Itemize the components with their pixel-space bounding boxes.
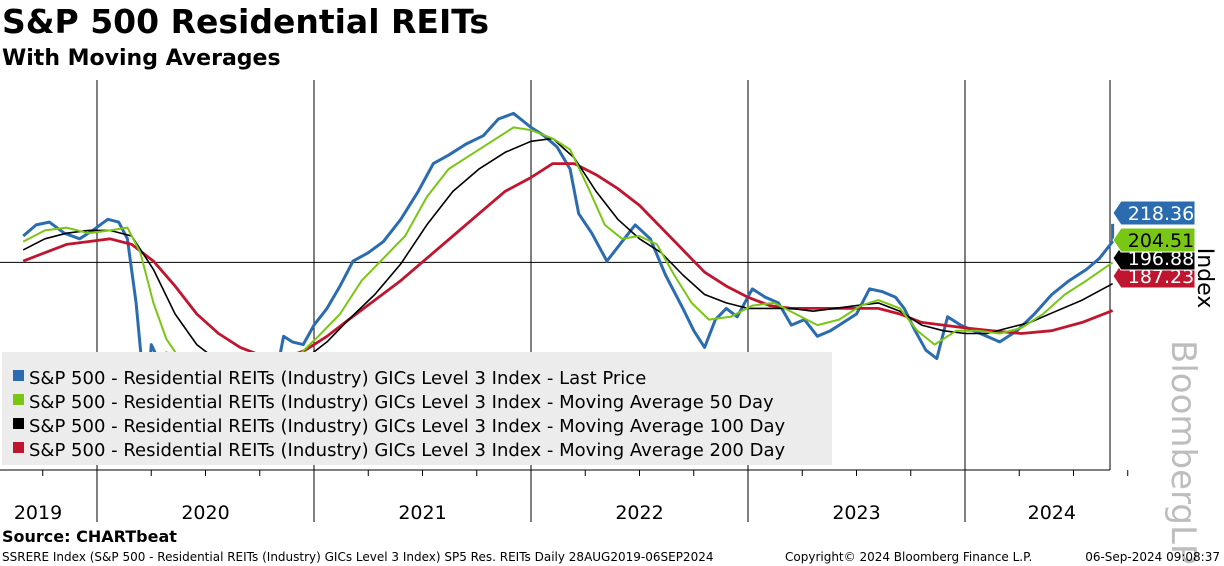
ma100-tag-value: 196.88 [1128,248,1194,270]
legend-background [2,352,832,465]
year-label-2022: 2022 [615,502,663,524]
footer-copyright: Copyright© 2024 Bloomberg Finance L.P. [785,550,1033,564]
legend-label-last-price: S&P 500 - Residential REITs (Industry) G… [29,368,646,389]
footer-timestamp: 06-Sep-2024 09:08:37 [1085,550,1220,564]
last-price-tag-value: 218.36 [1128,203,1194,225]
year-label-2020: 2020 [181,502,229,524]
legend: S&P 500 - Residential REITs (Industry) G… [2,352,832,465]
ma50-tag: 204.51 [1112,227,1196,253]
year-label-2019: 2019 [14,502,62,524]
last-price-tag-shape [1112,200,1196,226]
month-ticks [42,470,1129,476]
year-label-2021: 2021 [398,502,446,524]
ma200-tag-value: 187.23 [1128,266,1194,288]
year-label-2024: 2024 [1028,502,1076,524]
legend-label-ma50: S&P 500 - Residential REITs (Industry) G… [29,392,774,413]
chart-subtitle: With Moving Averages [2,46,281,71]
legend-swatch-ma100 [13,418,24,429]
y-axis-label: Index [1192,248,1217,309]
series-line-ma200 [22,162,1114,360]
footer-description: SSRERE Index (S&P 500 - Residential REIT… [2,550,714,564]
ma50-tag-shape [1112,227,1196,253]
series-line-ma100 [22,137,1113,377]
legend-swatch-ma50 [13,394,24,405]
legend-label-ma100: S&P 500 - Residential REITs (Industry) G… [29,416,785,437]
ma50-tag-value: 204.51 [1128,230,1194,252]
chart-title: S&P 500 Residential REITs [2,2,489,41]
legend-label-ma200: S&P 500 - Residential REITs (Industry) G… [29,440,785,461]
year-labels: 2019 2020 2021 2022 2023 2024 [14,502,1076,524]
legend-swatch-last-price [13,370,24,381]
year-label-2023: 2023 [832,502,880,524]
last-price-tag: 218.36 [1112,200,1196,226]
legend-swatch-ma200 [13,442,24,453]
watermark-logo: BloombergLP [1163,340,1203,564]
source-note: Source: CHARTbeat [2,527,177,546]
